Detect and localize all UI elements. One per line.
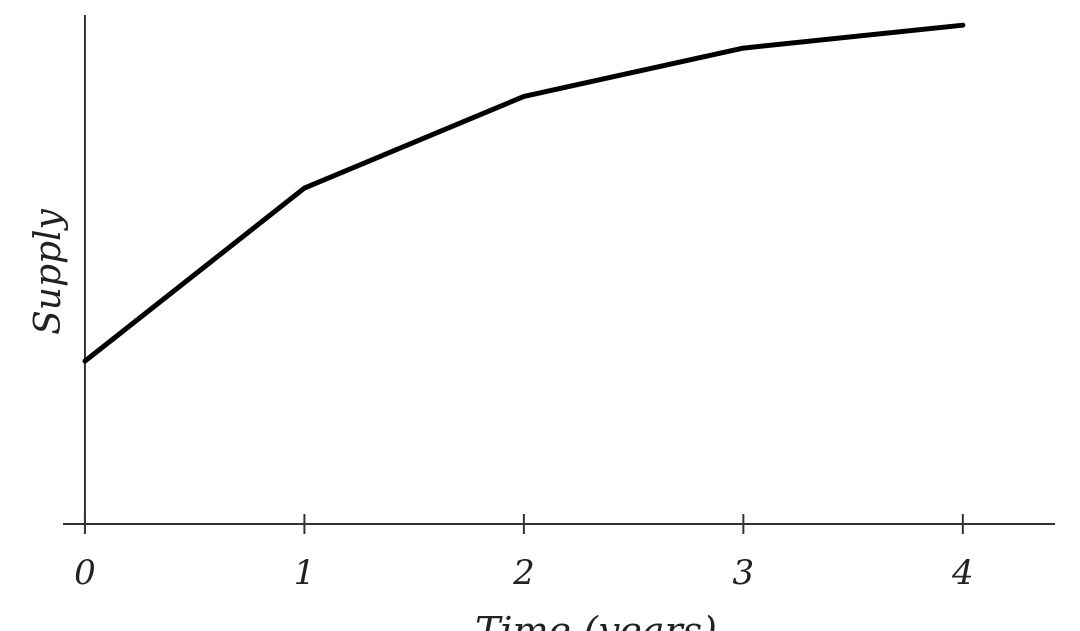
x-tick-label: 4 <box>951 553 974 593</box>
x-tick-label: 3 <box>733 553 755 593</box>
x-tick-label: 1 <box>294 553 316 593</box>
x-tick-label: 2 <box>512 553 535 593</box>
line <box>82 22 966 364</box>
y-axis-label: Supply <box>28 208 69 334</box>
x-tick-label: 0 <box>74 553 96 593</box>
x-axis-label: Time (years) <box>475 609 717 631</box>
